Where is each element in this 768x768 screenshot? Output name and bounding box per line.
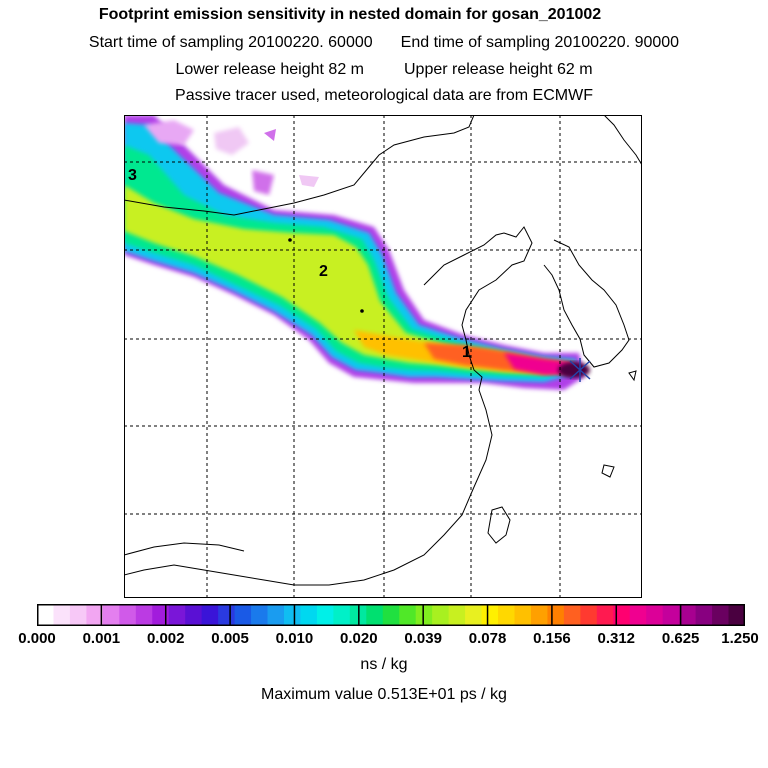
colorbar-segment — [382, 604, 400, 626]
upper-release-height: Upper release height 62 m — [404, 61, 593, 78]
colorbar-tick-label: 0.001 — [82, 630, 121, 647]
colorbar-tick-label: 1.250 — [721, 630, 759, 647]
colorbar-segment — [514, 604, 532, 626]
colorbar-segment — [448, 604, 466, 626]
map-panel: 1 2 3 — [124, 115, 642, 598]
colorbar-tick-label: 0.078 — [468, 630, 507, 647]
sampling-times: Start time of sampling 20100220. 60000 En… — [0, 34, 768, 52]
colorbar-segment — [333, 604, 351, 626]
maximum-value: Maximum value 0.513E+01 ps / kg — [261, 686, 507, 703]
colorbar-segment — [185, 604, 203, 626]
colorbar-tick-label: 0.005 — [211, 630, 249, 647]
colorbar-segment — [596, 604, 614, 626]
colorbar-segment — [152, 604, 170, 626]
colorbar-segment — [135, 604, 153, 626]
colorbar-segment — [580, 604, 598, 626]
colorbar-tick-label: 0.156 — [533, 630, 571, 647]
sensitivity-plume — [124, 115, 590, 390]
colorbar-segment — [283, 604, 302, 626]
colorbar-segment — [613, 604, 631, 626]
colorbar-segment — [168, 604, 186, 626]
colorbar-tick-label: 0.039 — [404, 630, 442, 647]
colorbar-tick-label: 0.020 — [340, 630, 378, 647]
trajectory-label-1: 1 — [462, 344, 471, 361]
colorbar-segment — [300, 604, 318, 626]
colorbar-segment — [646, 604, 664, 626]
figure-title: Footprint emission sensitivity in nested… — [98, 6, 602, 23]
colorbar-segment — [119, 604, 137, 626]
colorbar-segment — [679, 604, 697, 626]
colorbar-tick-label: 0.312 — [597, 630, 636, 647]
colorbar-segment — [728, 604, 745, 626]
trajectory-label-3: 3 — [128, 167, 137, 184]
colorbar-segment — [37, 604, 55, 626]
colorbar-segment — [547, 604, 565, 626]
colorbar-segment — [218, 604, 236, 626]
colorbar-segment — [481, 604, 499, 626]
colorbar-segment — [399, 604, 417, 626]
colorbar-segment — [465, 604, 483, 626]
trajectory-label-2: 2 — [319, 263, 328, 280]
colorbar-segment — [498, 604, 516, 626]
colorbar-segment — [712, 604, 730, 626]
trajectory-point — [360, 309, 364, 313]
end-time: End time of sampling 20100220. 90000 — [400, 34, 680, 51]
colorbar-segment — [102, 604, 120, 626]
receptor-marker — [569, 358, 591, 382]
lower-release-height: Lower release height 82 m — [175, 61, 364, 78]
colorbar-segment — [86, 604, 104, 626]
tracer-note: Passive tracer used, meteorological data… — [175, 87, 593, 104]
colorbar-tick-label: 0.010 — [275, 630, 314, 647]
colorbar-segment — [415, 604, 433, 626]
start-time: Start time of sampling 20100220. 60000 — [88, 34, 373, 51]
colorbar-segment — [316, 604, 334, 626]
colorbar-segment — [662, 604, 680, 626]
colorbar-tick-label: 0.625 — [661, 630, 700, 647]
colorbar-segment — [629, 604, 647, 626]
colorbar — [37, 604, 745, 626]
colorbar-segment — [267, 604, 285, 626]
colorbar-segment — [234, 604, 252, 626]
colorbar-segment — [251, 604, 269, 626]
release-heights: Lower release height 82 m Upper release h… — [0, 61, 768, 79]
colorbar-segment — [695, 604, 713, 626]
colorbar-segment — [563, 604, 581, 626]
colorbar-segment — [53, 604, 71, 626]
colorbar-units: ns / kg — [360, 656, 408, 673]
colorbar-tick-label: 0.000 — [18, 630, 56, 647]
colorbar-segment — [530, 604, 549, 626]
colorbar-tick-label: 0.002 — [146, 630, 185, 647]
colorbar-segment — [201, 604, 219, 626]
coastlines — [124, 115, 642, 586]
trajectory-point — [288, 238, 292, 242]
colorbar-segment — [432, 604, 450, 626]
colorbar-segment — [69, 604, 87, 626]
colorbar-segment — [366, 604, 384, 626]
lat-lon-grid — [124, 115, 642, 598]
